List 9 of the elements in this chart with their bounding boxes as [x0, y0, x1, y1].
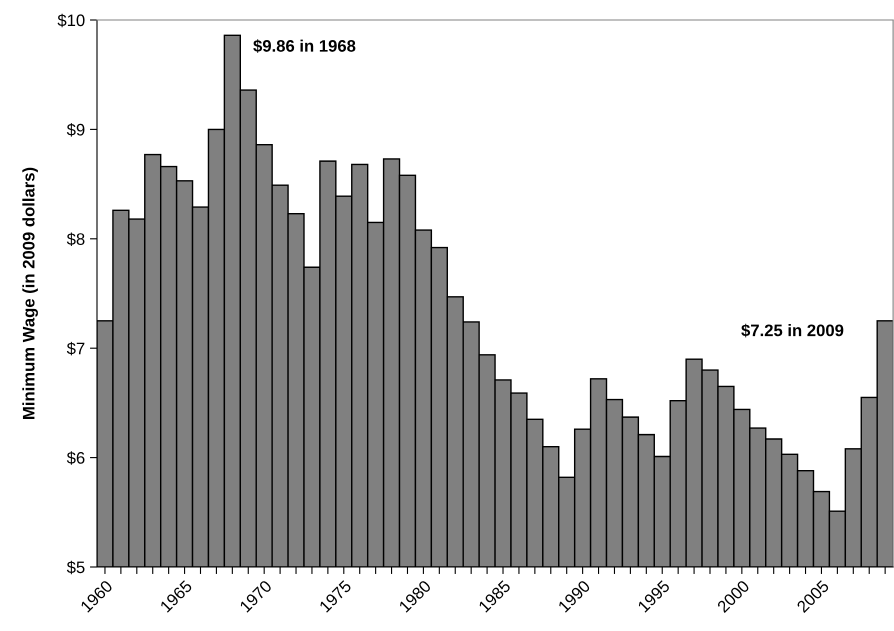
annotation: $7.25 in 2009 — [741, 324, 844, 338]
y-tick-label: $10 — [58, 14, 85, 28]
y-axis-title: Minimum Wage (in 2009 dollars) — [22, 168, 38, 419]
y-tick-label: $6 — [66, 451, 84, 465]
y-tick-label: $5 — [66, 560, 84, 574]
annotation: $9.86 in 1968 — [253, 39, 356, 53]
y-tick-label: $9 — [66, 123, 84, 137]
y-tick-label: $8 — [66, 232, 84, 246]
y-tick-label: $7 — [66, 342, 84, 356]
